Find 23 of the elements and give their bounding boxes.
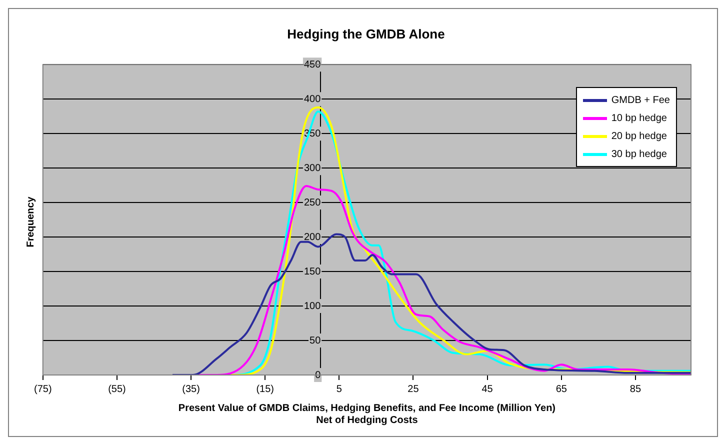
x-axis-title: Present Value of GMDB Claims, Hedging Benefits, and Fee Income (Million Yen) Net of Hedging Costs [178,402,556,426]
legend-label: 10 bp hedge [611,112,667,124]
y-axis-title: Frequency [26,196,36,248]
y-tick-label: 100 [304,300,322,312]
x-tick-label: 25 [408,384,420,395]
legend-label: GMDB + Fee [611,94,670,106]
y-tick-label: 150 [304,266,322,278]
x-tick-label: 45 [482,384,494,395]
y-tick-label: 300 [304,162,322,174]
y-tick-label: 200 [304,232,322,243]
x-tick-label: (15) [256,384,274,395]
x-tick-label: (75) [34,384,52,395]
x-tick-label: 5 [336,384,342,395]
x-tick-label: 85 [630,384,642,395]
y-tick-label: 400 [304,94,322,105]
x-tick-label: (55) [108,384,126,395]
y-tick-label: 250 [304,197,322,208]
legend-label: 20 bp hedge [611,130,667,142]
legend-label: 30 bp hedge [611,148,667,160]
chart-title: Hedging the GMDB Alone [287,26,445,42]
x-tick-label: 65 [556,384,568,395]
x-tick-label: (35) [182,384,200,395]
y-tick-label: 50 [310,335,322,346]
